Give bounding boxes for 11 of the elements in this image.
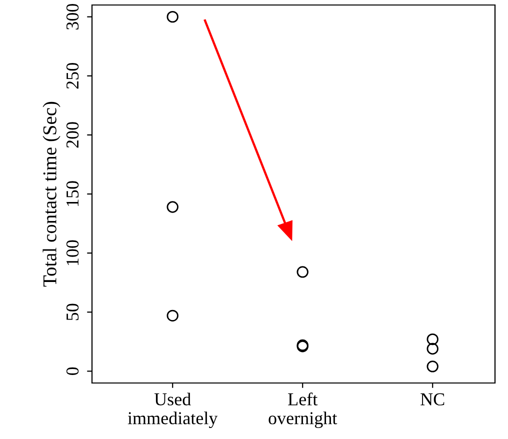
y-tick-label: 0 <box>66 367 79 376</box>
y-tick-label: 150 <box>66 181 79 206</box>
x-tick-label: Left overnight <box>268 392 338 428</box>
y-tick-label: 200 <box>66 122 79 148</box>
y-tick-label: 100 <box>66 240 79 266</box>
y-axis-title: Total contact time (Sec) <box>42 102 60 287</box>
y-tick-label: 250 <box>66 63 79 89</box>
y-tick-label: 50 <box>66 304 79 320</box>
y-tick-label: 300 <box>66 4 79 30</box>
x-tick-label: NC <box>420 393 444 406</box>
x-tick-label: Used immediately <box>128 392 218 428</box>
